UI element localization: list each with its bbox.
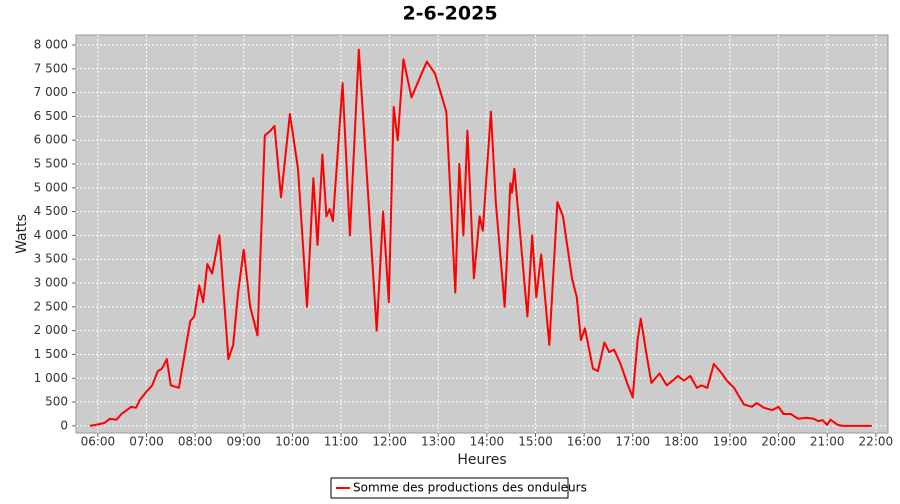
- x-tick-label: 22:00: [859, 435, 894, 449]
- x-axis-title: Heures: [457, 452, 506, 468]
- y-tick-label: 4 000: [34, 228, 68, 242]
- x-tick-label: 17:00: [615, 435, 650, 449]
- chart-title: 2-6-2025: [402, 3, 497, 25]
- y-tick-label: 3 000: [34, 276, 68, 290]
- legend-label: Somme des productions des onduleurs: [353, 481, 587, 495]
- y-axis-title: Watts: [14, 214, 30, 254]
- x-tick-label: 07:00: [129, 435, 164, 449]
- y-tick-label: 3 500: [34, 252, 68, 266]
- x-tick-label: 09:00: [226, 435, 261, 449]
- x-tick-label: 18:00: [664, 435, 699, 449]
- y-tick-label: 4 500: [34, 204, 68, 218]
- y-tick-label: 7 000: [34, 85, 68, 99]
- y-tick-label: 500: [45, 395, 68, 409]
- x-tick-label: 14:00: [470, 435, 505, 449]
- x-tick-label: 08:00: [178, 435, 213, 449]
- y-tick-label: 5 500: [34, 157, 68, 171]
- x-tick-label: 16:00: [567, 435, 602, 449]
- y-tick-label: 2 000: [34, 323, 68, 337]
- x-tick-label: 19:00: [713, 435, 748, 449]
- y-tick-label: 5 000: [34, 180, 68, 194]
- x-tick-label: 12:00: [372, 435, 407, 449]
- x-tick-label: 10:00: [275, 435, 310, 449]
- data-line: [89, 48, 872, 427]
- x-tick-label: 21:00: [810, 435, 845, 449]
- y-tick-label: 1 000: [34, 371, 68, 385]
- x-tick-label: 13:00: [421, 435, 456, 449]
- x-tick-label: 11:00: [324, 435, 359, 449]
- x-tick-label: 20:00: [761, 435, 796, 449]
- y-tick-label: 6 500: [34, 109, 68, 123]
- plot-area: [75, 34, 889, 434]
- legend: [330, 477, 569, 499]
- y-tick-label: 7 500: [34, 61, 68, 75]
- y-tick-label: 0: [60, 418, 68, 432]
- y-tick-label: 6 000: [34, 133, 68, 147]
- y-tick-label: 8 000: [34, 37, 68, 51]
- x-tick-label: 15:00: [518, 435, 553, 449]
- y-tick-label: 2 500: [34, 299, 68, 313]
- x-tick-label: 06:00: [81, 435, 116, 449]
- y-tick-label: 1 500: [34, 347, 68, 361]
